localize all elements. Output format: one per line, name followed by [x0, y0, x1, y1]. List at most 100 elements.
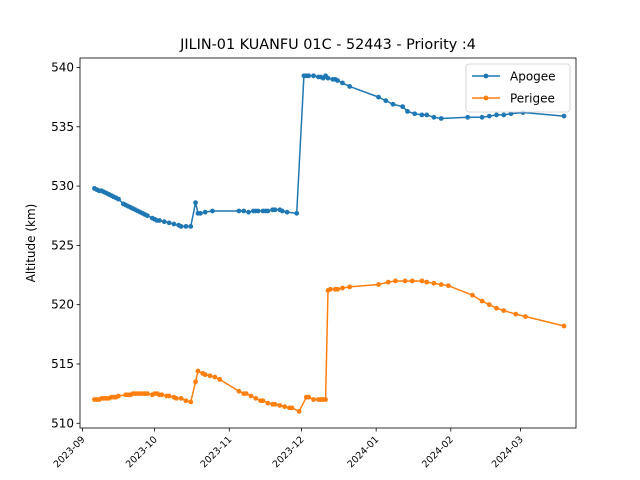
apogee-point: [246, 209, 251, 215]
perigee-point: [385, 279, 391, 285]
perigee-point: [311, 397, 316, 402]
y-axis-label: Altitude (km): [24, 204, 38, 283]
perigee-point: [145, 391, 150, 397]
perigee-point: [195, 368, 201, 374]
apogee-point: [311, 73, 316, 79]
perigee-point: [265, 400, 271, 406]
perigee-point: [323, 397, 328, 402]
apogee-point: [188, 224, 194, 229]
plot-frame: [79, 57, 577, 429]
perigee-point: [501, 308, 507, 313]
apogee-point: [306, 73, 312, 79]
series-perigee: [92, 278, 567, 414]
perigee-point: [424, 279, 430, 285]
perigee-point: [282, 404, 288, 410]
perigee-point: [479, 298, 485, 304]
perigee-point: [335, 286, 341, 292]
perigee-point: [431, 280, 437, 286]
legend-item-perigee: Perigee: [472, 92, 555, 106]
apogee-point: [193, 200, 198, 206]
apogee-point: [335, 78, 341, 83]
apogee-point: [157, 218, 162, 223]
perigee-point: [470, 292, 475, 298]
perigee-point: [178, 395, 184, 401]
perigee-point: [409, 278, 415, 284]
perigee-point: [202, 372, 208, 378]
legend-item-apogee: Apogee: [472, 70, 556, 84]
perigee-point: [253, 395, 259, 401]
legend-marker-apogee: [483, 73, 489, 79]
perigee-point: [445, 283, 451, 289]
perigee-point: [494, 305, 499, 311]
apogee-point: [284, 209, 290, 215]
plot-area: [92, 73, 567, 414]
y-tick-label: 535: [51, 120, 74, 134]
apogee-point: [272, 207, 278, 213]
apogee-point: [202, 209, 208, 215]
perigee-point: [236, 388, 242, 394]
perigee-point: [188, 399, 194, 405]
perigee-point: [277, 403, 283, 408]
perigee-point: [486, 302, 492, 308]
apogee-point: [340, 80, 345, 86]
apogee-point: [405, 108, 410, 114]
apogee-point: [508, 111, 514, 117]
legend-label-apogee: Apogee: [510, 70, 556, 84]
perigee-point: [243, 391, 249, 397]
perigee-point: [376, 282, 381, 287]
perigee-point: [306, 394, 312, 400]
perigee-point: [289, 405, 295, 411]
y-tick-label: 530: [51, 179, 74, 193]
apogee-point: [424, 112, 430, 118]
apogee-point: [494, 112, 499, 118]
apogee-point: [400, 104, 406, 110]
series-apogee: [92, 73, 567, 229]
apogee-point: [390, 101, 396, 107]
apogee-point: [376, 94, 381, 100]
apogee-point: [279, 208, 285, 214]
perigee-point: [193, 379, 198, 385]
perigee-point: [561, 323, 567, 329]
perigee-point: [513, 311, 519, 317]
apogee-point: [294, 210, 300, 216]
apogee-point: [501, 112, 507, 118]
apogee-point: [236, 208, 242, 214]
perigee-point: [340, 285, 345, 291]
apogee-point: [166, 220, 172, 226]
apogee-point: [419, 112, 425, 118]
perigee-point: [212, 374, 218, 380]
perigee-point: [296, 409, 302, 414]
perigee-point: [328, 286, 333, 292]
perigee-point: [272, 401, 278, 407]
apogee-point: [412, 111, 418, 117]
perigee-point: [438, 282, 444, 287]
legend-marker-perigee: [483, 95, 489, 101]
apogee-point: [197, 210, 203, 216]
apogee-point: [210, 208, 215, 214]
apogee-point: [241, 208, 247, 214]
apogee-point: [479, 114, 485, 120]
legend-label-perigee: Perigee: [510, 92, 555, 106]
y-tick-label: 510: [51, 416, 74, 430]
apogee-point: [347, 84, 353, 89]
apogee-point: [431, 114, 437, 120]
perigee-point: [523, 314, 528, 319]
perigee-point: [183, 398, 189, 404]
apogee-point: [171, 221, 177, 227]
perigee-point: [207, 373, 213, 379]
apogee-point: [465, 114, 471, 120]
perigee-point: [166, 393, 172, 399]
apogee-point: [561, 113, 567, 119]
y-tick-label: 540: [51, 60, 74, 74]
perigee-point: [419, 278, 425, 284]
apogee-point: [438, 116, 444, 121]
y-axis: 510 515 520 525 530 535 540: [51, 60, 80, 430]
chart-title: JILIN-01 KUANFU 01C - 52443 - Priority :…: [179, 37, 476, 53]
apogee-point: [178, 224, 184, 229]
apogee-point: [383, 98, 389, 104]
perigee-point: [393, 278, 398, 284]
perigee-point: [260, 398, 266, 404]
apogee-point: [145, 213, 150, 219]
perigee-point: [347, 284, 353, 290]
